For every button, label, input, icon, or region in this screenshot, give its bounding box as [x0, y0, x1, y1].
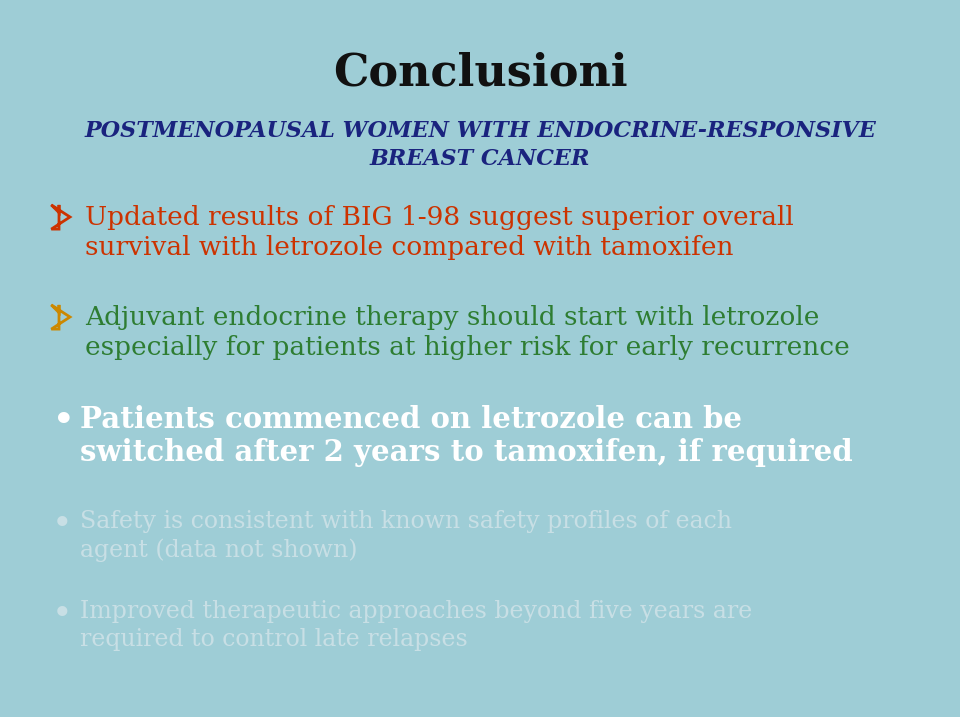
Text: •: •	[52, 508, 73, 542]
Text: Patients commenced on letrozole can be: Patients commenced on letrozole can be	[80, 405, 742, 434]
Text: •: •	[52, 598, 73, 632]
Text: survival with letrozole compared with tamoxifen: survival with letrozole compared with ta…	[85, 235, 733, 260]
Text: BREAST CANCER: BREAST CANCER	[370, 148, 590, 170]
Text: POSTMENOPAUSAL WOMEN WITH ENDOCRINE-RESPONSIVE: POSTMENOPAUSAL WOMEN WITH ENDOCRINE-RESP…	[84, 120, 876, 142]
Text: required to control late relapses: required to control late relapses	[80, 628, 468, 651]
Text: Adjuvant endocrine therapy should start with letrozole: Adjuvant endocrine therapy should start …	[85, 305, 820, 330]
Text: agent (data not shown): agent (data not shown)	[80, 538, 357, 561]
Text: •: •	[52, 403, 76, 440]
Text: Updated results of BIG 1-98 suggest superior overall: Updated results of BIG 1-98 suggest supe…	[85, 205, 794, 230]
Text: Safety is consistent with known safety profiles of each: Safety is consistent with known safety p…	[80, 510, 732, 533]
Text: Improved therapeutic approaches beyond five years are: Improved therapeutic approaches beyond f…	[80, 600, 753, 623]
Text: Conclusioni: Conclusioni	[333, 52, 627, 95]
Text: especially for patients at higher risk for early recurrence: especially for patients at higher risk f…	[85, 335, 850, 360]
Text: switched after 2 years to tamoxifen, if required: switched after 2 years to tamoxifen, if …	[80, 438, 852, 467]
